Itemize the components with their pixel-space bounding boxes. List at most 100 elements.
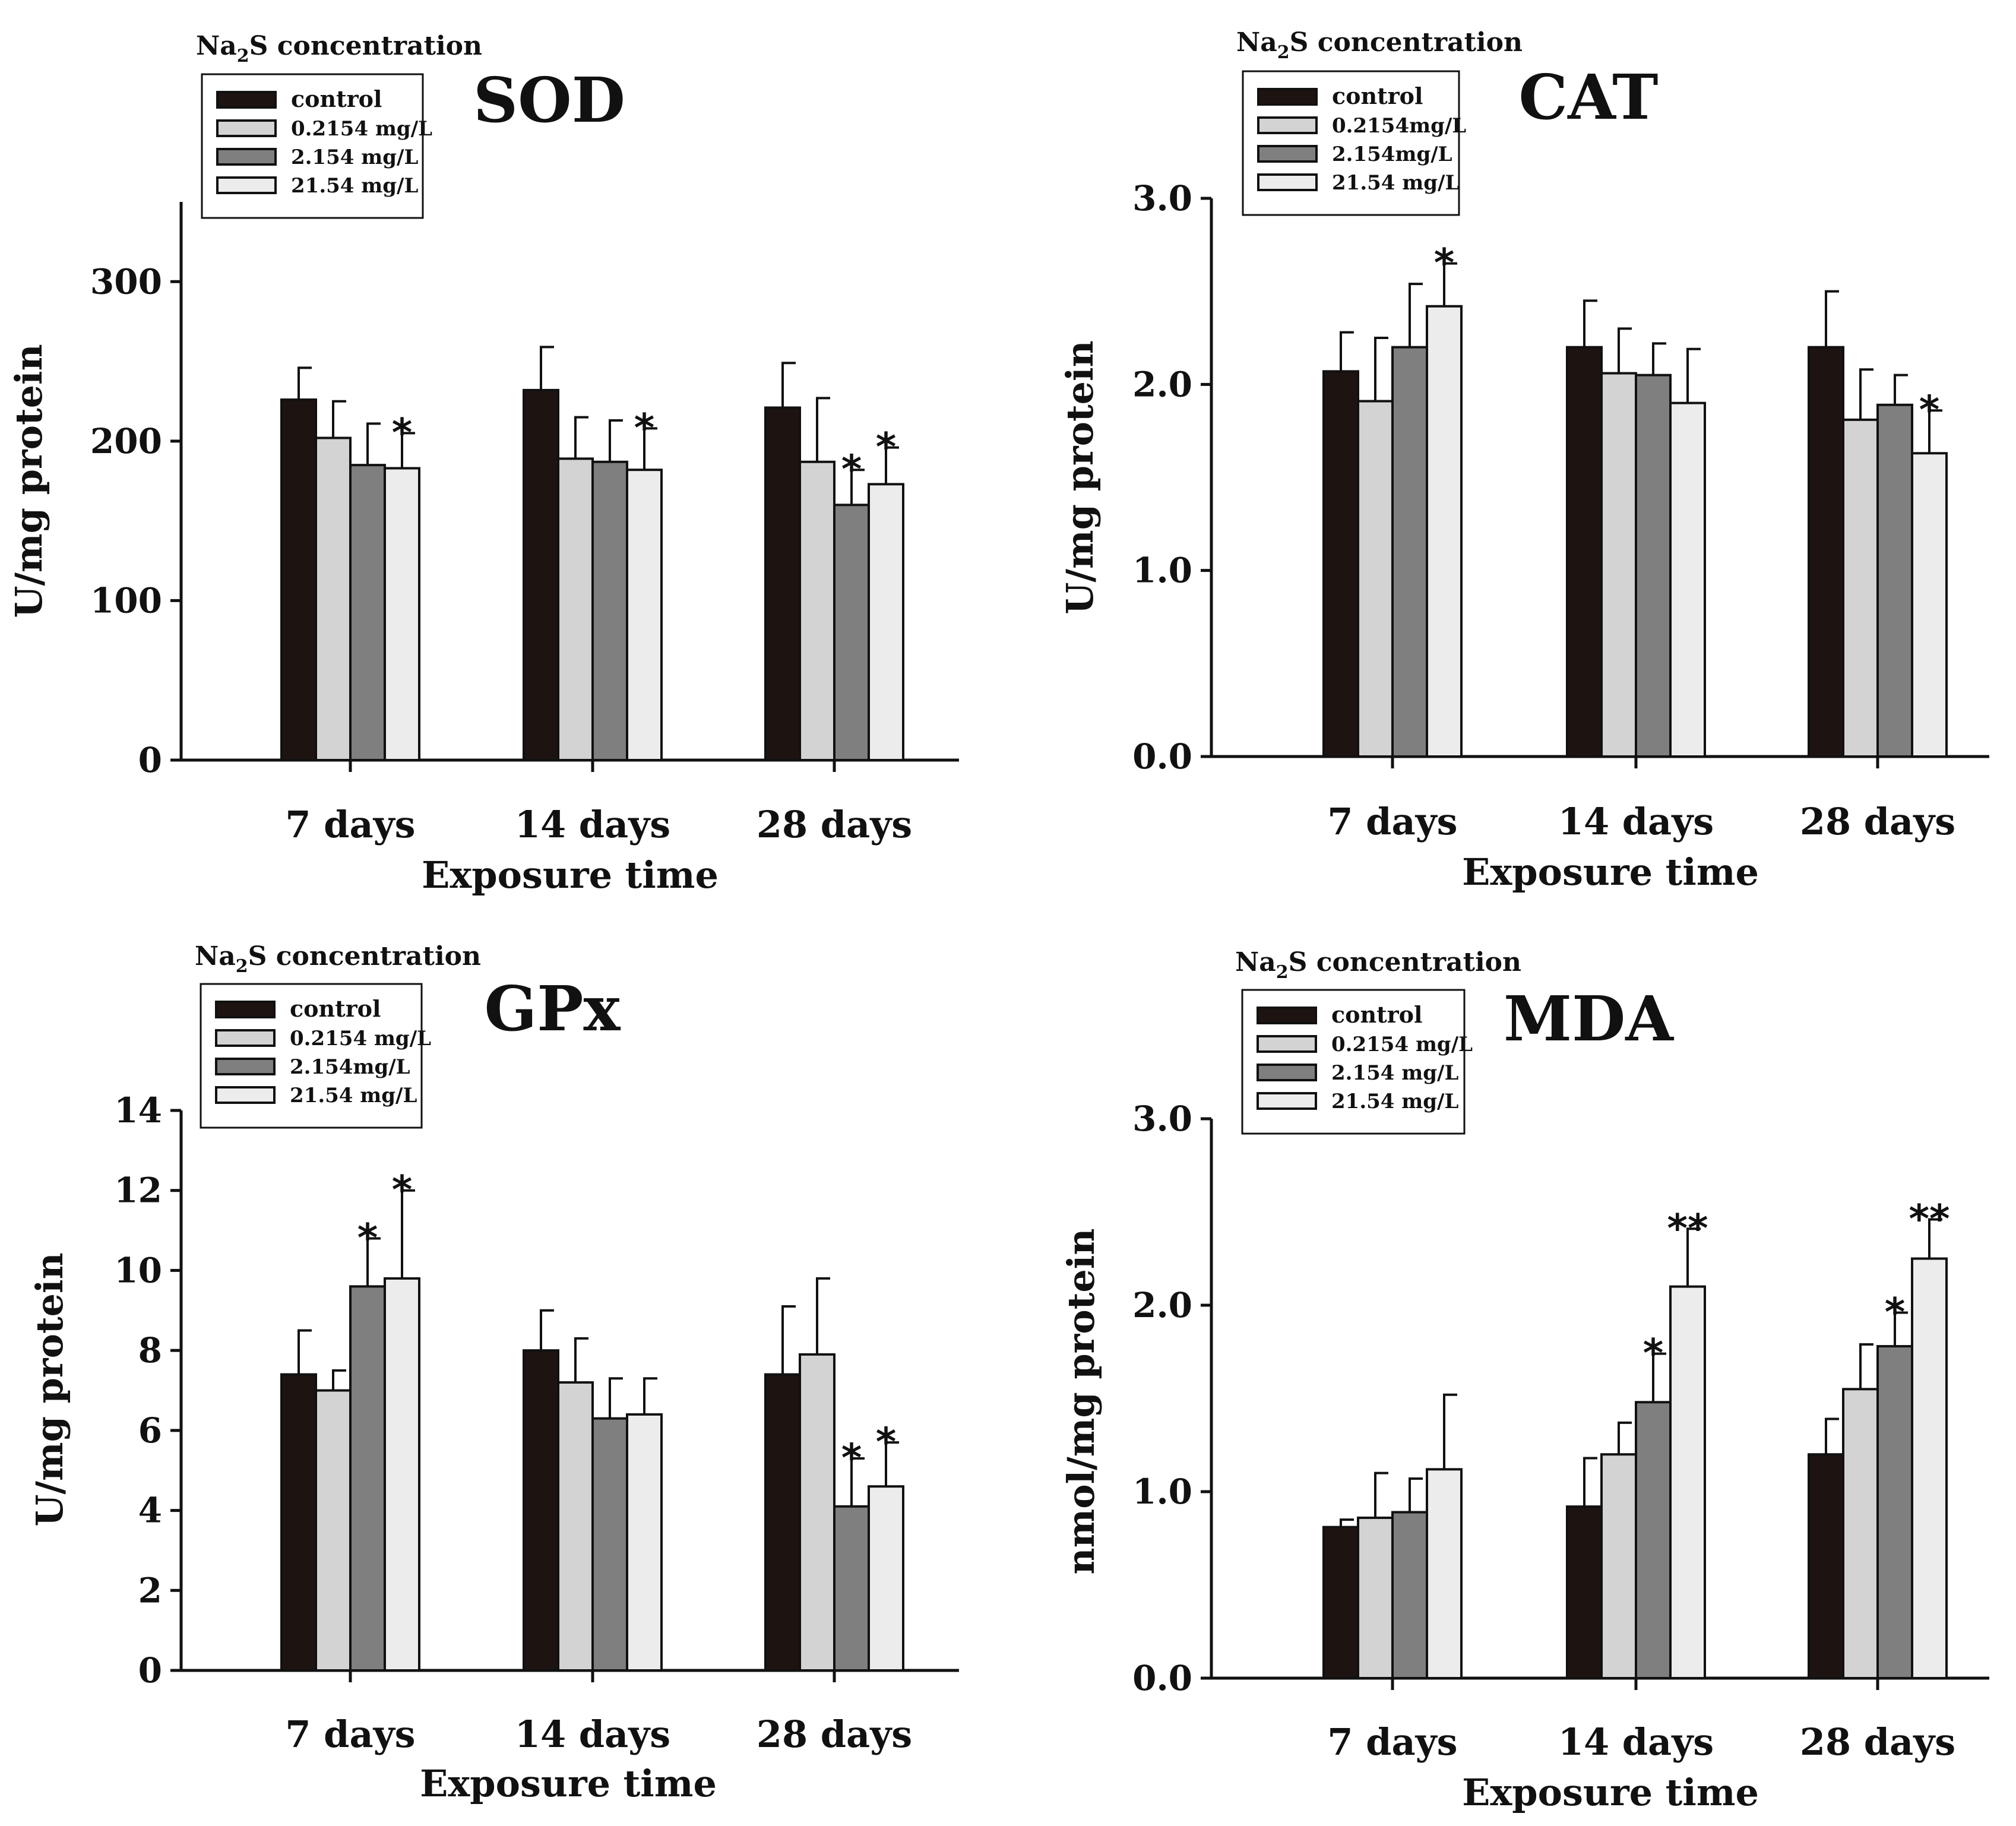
chart-title: GPx — [484, 972, 621, 1045]
legend-title-part: S concentration — [1290, 27, 1523, 58]
bar — [1876, 1345, 1913, 1680]
bar — [1322, 370, 1359, 758]
bar — [799, 460, 835, 761]
bar — [1600, 1453, 1637, 1679]
legend-entry: 0.2154 mg/L — [291, 117, 432, 141]
bar — [557, 1381, 594, 1672]
significance-marker: * — [1434, 240, 1455, 286]
bar — [1808, 1453, 1844, 1679]
significance-marker: * — [392, 1167, 413, 1213]
y-tick-label: 3.0 — [1132, 1099, 1192, 1139]
legend-title-part: S concentration — [1289, 947, 1521, 977]
x-tick-label: 7 days — [1327, 1720, 1457, 1764]
bar — [1842, 1388, 1879, 1680]
legend-entry: 2.154 mg/L — [1331, 1061, 1458, 1085]
y-tick-label: 300 — [90, 261, 162, 302]
legend-title-part: S concentration — [249, 31, 482, 61]
x-tick-label: 28 days — [1800, 1720, 1955, 1764]
bar — [1426, 305, 1463, 758]
bar — [1911, 1257, 1948, 1679]
bar — [280, 398, 317, 761]
legend-swatch — [1257, 1092, 1317, 1110]
y-tick-label: 14 — [114, 1090, 162, 1131]
bar — [1426, 1468, 1463, 1680]
legend-entry: 2.154mg/L — [290, 1055, 410, 1079]
x-tick-label: 14 days — [1558, 800, 1714, 843]
bar — [280, 1373, 317, 1672]
chart-title: CAT — [1518, 61, 1658, 134]
legend-entry: control — [1332, 83, 1423, 109]
y-tick-label: 2.0 — [1132, 364, 1192, 404]
bar — [626, 1413, 663, 1672]
legend-entry: control — [290, 995, 381, 1022]
legend-entry: 0.2154 mg/L — [290, 1027, 431, 1050]
x-tick-label: 28 days — [757, 803, 912, 846]
y-axis-label: U/mg protein — [1058, 340, 1102, 614]
y-tick-label: 100 — [90, 580, 162, 621]
legend-title-part: Na — [1236, 27, 1277, 58]
legend-swatch — [216, 148, 277, 166]
y-tick-label: 6 — [138, 1410, 162, 1451]
y-tick-label: 1.0 — [1132, 550, 1192, 591]
legend-swatch — [215, 1029, 276, 1047]
y-tick-label: 1.0 — [1132, 1471, 1192, 1512]
x-axis-label: Exposure time — [420, 1762, 717, 1805]
bar — [799, 1353, 835, 1672]
legend-swatch — [1257, 88, 1318, 106]
legend-swatch — [1257, 1007, 1317, 1024]
legend-entry: 21.54 mg/L — [290, 1084, 417, 1107]
significance-marker: * — [876, 425, 897, 470]
bar — [764, 1373, 801, 1672]
legend-swatch — [216, 176, 277, 194]
y-tick-label: 2.0 — [1132, 1285, 1192, 1325]
legend-entry: 2.154 mg/L — [291, 145, 418, 169]
y-tick-label: 2 — [138, 1570, 162, 1610]
bar — [349, 1285, 386, 1672]
bar — [349, 464, 386, 762]
legend-title: Na2S concentration — [196, 31, 482, 67]
chart-panel-mda: MDA 0.0 1.0 2.0 3.0 nmol/mg protein 7 days 14 d… — [1059, 947, 1989, 1814]
chart-panel-gpx: GPx 0 2 4 6 8 10 12 14 U/mg protein 7 days 14 days 2… — [28, 941, 959, 1805]
bar — [868, 483, 904, 761]
x-tick-label: 7 days — [285, 803, 415, 846]
bar — [868, 1485, 904, 1672]
legend-title-part: S concentration — [248, 941, 481, 971]
y-axis-label: U/mg protein — [7, 344, 50, 618]
legend-entry: control — [1331, 1001, 1422, 1028]
legend-entry: 21.54 mg/L — [1332, 171, 1459, 195]
significance-marker: * — [841, 1435, 862, 1481]
bar — [1566, 346, 1603, 758]
bar — [1322, 1526, 1359, 1679]
legend-entry: 21.54 mg/L — [291, 174, 418, 198]
x-axis-label: Exposure time — [422, 853, 719, 897]
x-axis-label: Exposure time — [1462, 850, 1759, 894]
y-axis-label: U/mg protein — [28, 1252, 71, 1526]
y-tick-label: 200 — [90, 421, 162, 461]
legend-entry: 2.154mg/L — [1332, 143, 1452, 166]
x-axis-label: Exposure time — [1462, 1771, 1759, 1814]
y-tick-label: 3.0 — [1132, 178, 1192, 219]
chart-panel-sod: SOD 0 100 200 300 U/mg protein 7 days 14 days 28… — [7, 31, 959, 897]
bar — [557, 457, 594, 762]
x-tick-label: 14 days — [515, 1713, 670, 1756]
legend-title-subscript: 2 — [237, 46, 249, 67]
bar — [1391, 1511, 1428, 1680]
bar — [1566, 1505, 1603, 1680]
bar — [315, 436, 352, 761]
legend-swatch — [1257, 1035, 1317, 1053]
y-tick-label: 8 — [138, 1330, 162, 1371]
bar — [1357, 1516, 1394, 1679]
x-tick-label: 14 days — [515, 803, 670, 846]
bar — [523, 388, 559, 761]
bar — [1391, 346, 1428, 758]
legend-swatch — [1257, 1064, 1317, 1081]
legend-title-subscript: 2 — [236, 956, 248, 977]
legend-swatch — [1257, 116, 1318, 134]
bar — [833, 1505, 870, 1672]
significance-marker: * — [1885, 1290, 1906, 1336]
legend-title-subscript: 2 — [1277, 42, 1290, 63]
bar — [1357, 400, 1394, 758]
legend-title-part: Na — [195, 941, 236, 971]
significance-marker: * — [841, 447, 862, 492]
bar — [1842, 418, 1879, 758]
